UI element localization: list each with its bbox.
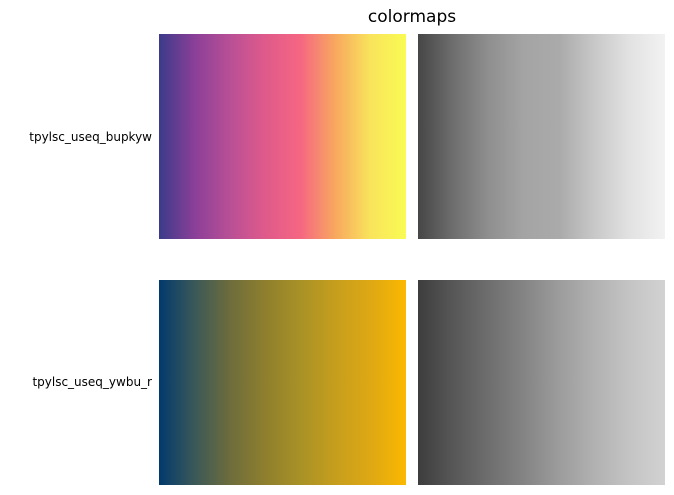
chart-title: colormaps <box>367 7 457 27</box>
row-label-bupkyw: tpylsc_useq_bupkyw <box>29 130 152 144</box>
colormap-strip-ywbu-r-color <box>159 280 406 485</box>
colormap-strip-ywbu-r-grayscale <box>418 280 665 485</box>
colormap-strip-bupkyw-color <box>159 34 406 239</box>
colormap-strip-bupkyw-grayscale <box>418 34 665 239</box>
row-label-ywbu-r: tpylsc_useq_ywbu_r <box>32 375 152 389</box>
